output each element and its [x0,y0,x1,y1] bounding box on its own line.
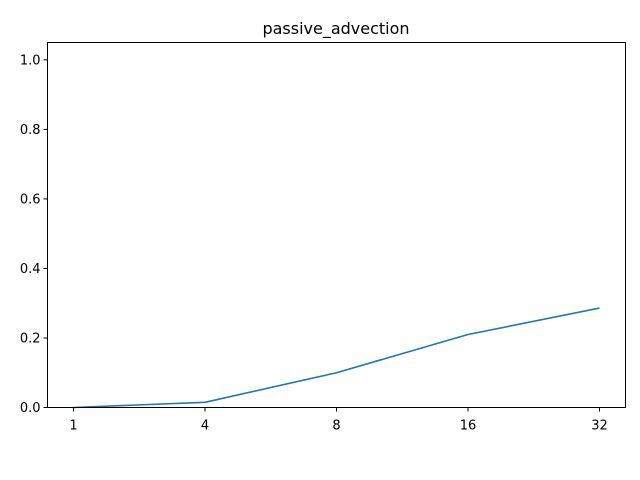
series-line [73,307,600,409]
y-tick-label: 0.4 [20,262,41,277]
axes-frame [47,42,626,408]
y-tick-label: 1.0 [20,53,41,68]
x-tick-label: 8 [332,419,340,434]
y-tick-label: 0.8 [20,123,41,138]
x-tick-label: 1 [69,419,77,434]
x-tick-label: 16 [460,419,477,434]
y-tick-label: 0.2 [20,331,41,346]
chart-title: passive_advection [262,19,409,39]
plot-area: 0.0 0.2 0.4 0.6 0.8 1.0 1 4 8 16 32 [20,53,608,433]
y-tick-label: 0.6 [20,192,41,207]
x-tick-label: 4 [201,419,209,434]
x-tick-label: 32 [591,419,608,434]
y-tick-label: 0.0 [20,401,41,416]
